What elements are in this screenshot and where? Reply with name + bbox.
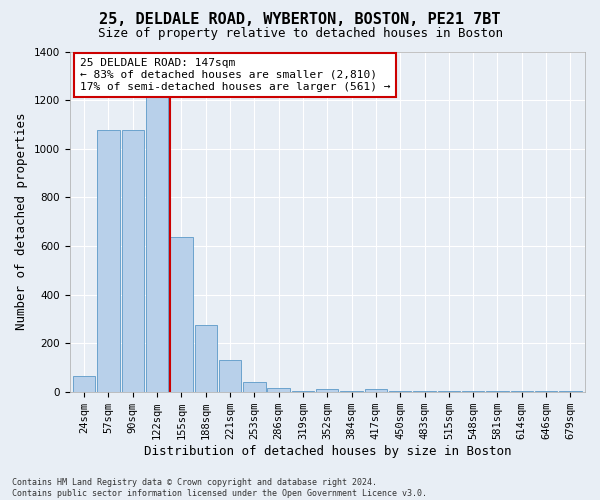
Bar bbox=[340, 390, 363, 392]
Bar bbox=[389, 390, 412, 392]
Bar bbox=[486, 390, 509, 392]
Bar bbox=[316, 390, 338, 392]
Bar bbox=[243, 382, 266, 392]
Bar bbox=[122, 130, 144, 392]
Bar bbox=[73, 376, 95, 392]
Text: 25, DELDALE ROAD, WYBERTON, BOSTON, PE21 7BT: 25, DELDALE ROAD, WYBERTON, BOSTON, PE21… bbox=[99, 12, 501, 28]
Bar bbox=[194, 325, 217, 392]
Bar bbox=[437, 390, 460, 392]
Y-axis label: Number of detached properties: Number of detached properties bbox=[15, 113, 28, 330]
Bar bbox=[97, 130, 119, 392]
X-axis label: Distribution of detached houses by size in Boston: Distribution of detached houses by size … bbox=[143, 444, 511, 458]
Bar bbox=[170, 238, 193, 392]
Bar bbox=[413, 390, 436, 392]
Text: Contains HM Land Registry data © Crown copyright and database right 2024.
Contai: Contains HM Land Registry data © Crown c… bbox=[12, 478, 427, 498]
Bar bbox=[146, 93, 168, 392]
Text: Size of property relative to detached houses in Boston: Size of property relative to detached ho… bbox=[97, 28, 503, 40]
Text: 25 DELDALE ROAD: 147sqm
← 83% of detached houses are smaller (2,810)
17% of semi: 25 DELDALE ROAD: 147sqm ← 83% of detache… bbox=[80, 58, 391, 92]
Bar bbox=[268, 388, 290, 392]
Bar bbox=[292, 390, 314, 392]
Bar bbox=[511, 390, 533, 392]
Bar bbox=[219, 360, 241, 392]
Bar bbox=[535, 390, 557, 392]
Bar bbox=[365, 390, 387, 392]
Bar bbox=[462, 390, 484, 392]
Bar bbox=[559, 390, 581, 392]
